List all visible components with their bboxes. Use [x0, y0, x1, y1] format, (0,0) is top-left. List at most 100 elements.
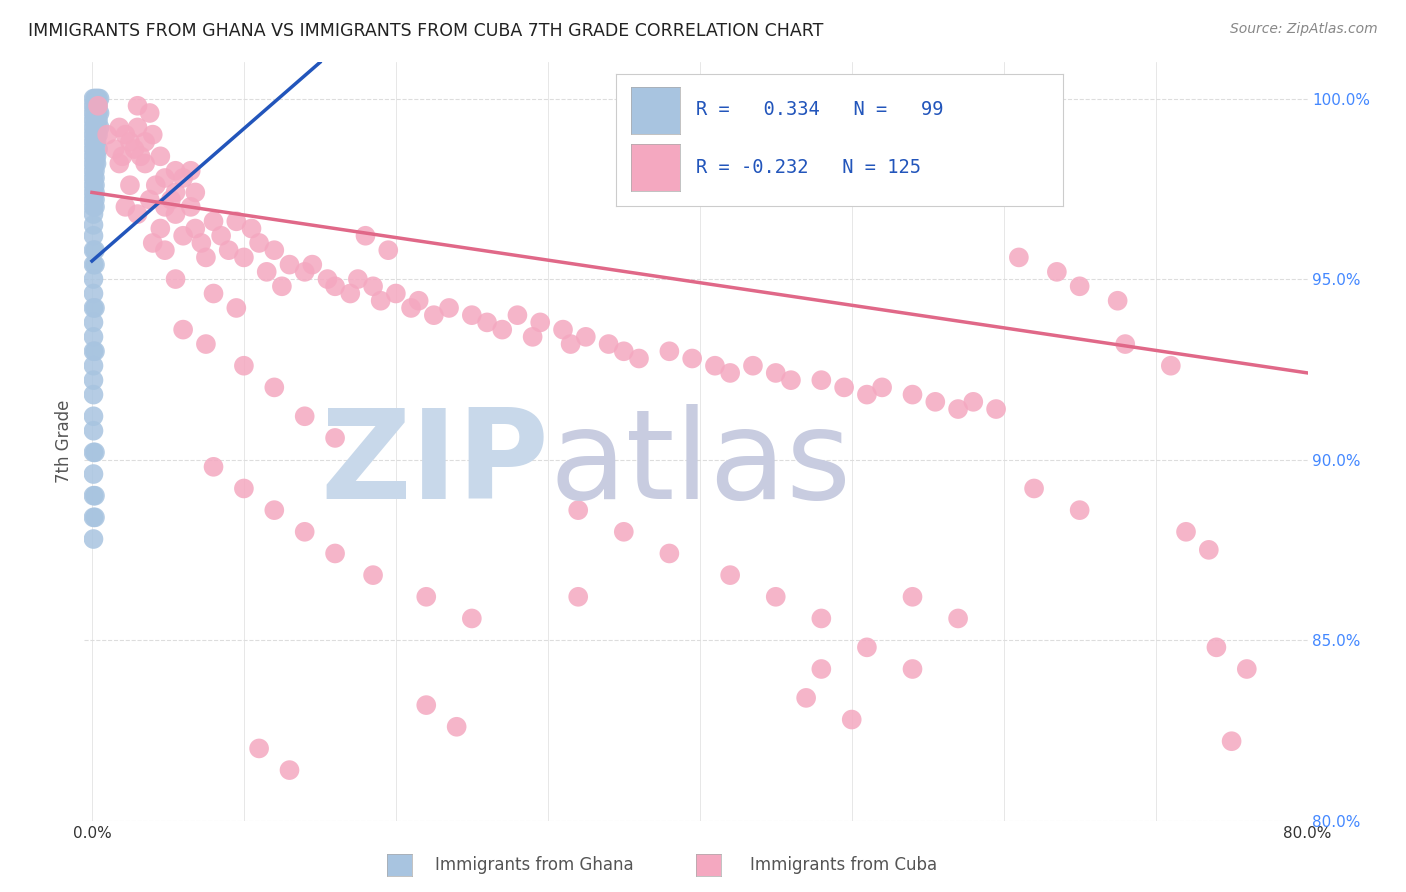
- Point: [194, 251, 217, 265]
- Point: [86, 113, 108, 128]
- Point: [82, 142, 104, 156]
- Point: [232, 251, 254, 265]
- Point: [461, 611, 484, 625]
- Point: [82, 359, 104, 373]
- Point: [84, 135, 107, 149]
- Point: [84, 200, 107, 214]
- Point: [84, 178, 107, 193]
- Point: [946, 611, 969, 625]
- Point: [104, 142, 127, 156]
- Point: [86, 91, 108, 105]
- Point: [437, 301, 460, 315]
- Point: [924, 394, 946, 409]
- Point: [408, 293, 430, 308]
- Point: [681, 351, 703, 366]
- Point: [256, 265, 278, 279]
- Point: [194, 337, 217, 351]
- Point: [84, 106, 107, 120]
- Point: [810, 611, 832, 625]
- Point: [87, 91, 110, 105]
- Point: [1008, 251, 1031, 265]
- Point: [1198, 542, 1220, 557]
- Point: [82, 91, 104, 105]
- Point: [856, 387, 879, 401]
- Point: [190, 235, 212, 250]
- Point: [165, 207, 187, 221]
- Point: [82, 286, 104, 301]
- Point: [1236, 662, 1258, 676]
- Point: [491, 323, 513, 337]
- Point: [901, 590, 924, 604]
- Point: [89, 106, 111, 120]
- Point: [149, 221, 172, 235]
- Point: [446, 720, 468, 734]
- Point: [1069, 503, 1091, 517]
- Point: [316, 272, 339, 286]
- Point: [1160, 359, 1182, 373]
- Point: [339, 286, 361, 301]
- Point: [87, 99, 110, 113]
- Point: [613, 524, 636, 539]
- Point: [901, 662, 924, 676]
- Point: [202, 214, 225, 228]
- Point: [165, 163, 187, 178]
- Point: [84, 510, 107, 524]
- Point: [810, 662, 832, 676]
- Point: [82, 445, 104, 459]
- Text: Immigrants from Ghana: Immigrants from Ghana: [434, 856, 634, 874]
- Point: [82, 218, 104, 232]
- Point: [832, 380, 855, 394]
- Point: [658, 546, 681, 560]
- Point: [172, 323, 194, 337]
- Point: [84, 243, 107, 257]
- Point: [704, 359, 727, 373]
- Point: [551, 323, 574, 337]
- Point: [82, 467, 104, 481]
- Point: [84, 142, 107, 156]
- Point: [84, 156, 107, 170]
- Point: [87, 142, 110, 156]
- Point: [82, 171, 104, 186]
- Text: Immigrants from Cuba: Immigrants from Cuba: [749, 856, 938, 874]
- Point: [87, 128, 110, 142]
- Point: [263, 243, 285, 257]
- Point: [82, 532, 104, 546]
- Text: atlas: atlas: [550, 404, 851, 524]
- Point: [765, 366, 787, 380]
- Point: [134, 135, 156, 149]
- Point: [86, 128, 108, 142]
- Point: [153, 200, 176, 214]
- Point: [138, 106, 160, 120]
- Point: [82, 424, 104, 438]
- Point: [270, 279, 292, 293]
- Text: ZIP: ZIP: [321, 404, 550, 524]
- Point: [87, 106, 110, 120]
- Point: [160, 193, 183, 207]
- Point: [247, 741, 270, 756]
- Point: [172, 228, 194, 243]
- Point: [84, 113, 107, 128]
- Point: [560, 337, 582, 351]
- Point: [240, 221, 263, 235]
- Point: [742, 359, 765, 373]
- Point: [962, 394, 984, 409]
- Point: [86, 135, 108, 149]
- Text: R = -0.232   N = 125: R = -0.232 N = 125: [696, 158, 921, 177]
- Point: [84, 171, 107, 186]
- Point: [84, 301, 107, 315]
- Point: [232, 482, 254, 496]
- Point: [718, 366, 741, 380]
- Point: [87, 99, 110, 113]
- Point: [506, 308, 529, 322]
- Point: [134, 156, 156, 170]
- Point: [84, 128, 107, 142]
- Point: [124, 142, 146, 156]
- Point: [461, 308, 484, 322]
- Point: [82, 510, 104, 524]
- Point: [567, 503, 589, 517]
- Point: [84, 186, 107, 200]
- Point: [86, 99, 108, 113]
- Point: [399, 301, 422, 315]
- Point: [127, 207, 149, 221]
- Point: [82, 243, 104, 257]
